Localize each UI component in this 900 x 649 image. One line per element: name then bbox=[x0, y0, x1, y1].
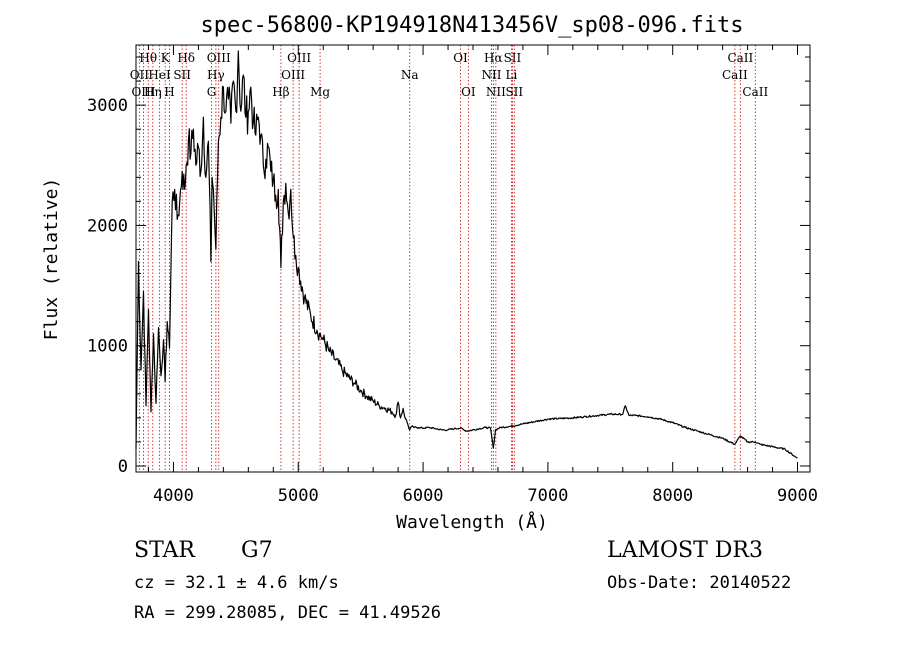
object-class: STAR bbox=[134, 538, 195, 563]
x-tick-label: 7000 bbox=[527, 486, 568, 506]
line-label-27: CaII bbox=[742, 85, 768, 99]
line-label-7: H bbox=[164, 85, 174, 99]
observation-date: Obs-Date: 20140522 bbox=[607, 573, 792, 593]
line-label-14: Hβ bbox=[272, 85, 289, 99]
line-label-3: K bbox=[161, 51, 171, 65]
coordinates: RA = 299.28085, DEC = 41.49526 bbox=[134, 603, 442, 623]
spectrum-line bbox=[135, 50, 798, 459]
line-label-5: Hη bbox=[144, 85, 162, 99]
line-label-12: OIII bbox=[287, 51, 311, 65]
line-label-26: CaII bbox=[722, 68, 748, 82]
line-label-18: OI bbox=[461, 85, 476, 99]
line-label-0: Hθ bbox=[139, 51, 157, 65]
y-tick-label: 2000 bbox=[87, 216, 128, 236]
x-tick-label: 6000 bbox=[403, 486, 444, 506]
y-axis: 0 1000 2000 3000 bbox=[87, 56, 810, 477]
x-tick-label: 4000 bbox=[153, 486, 194, 506]
x-axis-label: Wavelength (Å) bbox=[396, 511, 548, 533]
y-tick-label: 0 bbox=[118, 457, 128, 477]
line-label-9: OIII bbox=[207, 51, 231, 65]
x-tick-label: 8000 bbox=[652, 486, 693, 506]
line-label-8: Hδ bbox=[177, 51, 195, 65]
y-axis-label: Flux (relative) bbox=[41, 178, 62, 341]
line-label-19: Hα bbox=[484, 51, 503, 65]
x-tick-label: 9000 bbox=[777, 486, 818, 506]
line-label-20: SII bbox=[504, 51, 522, 65]
line-label-17: OI bbox=[453, 51, 468, 65]
redshift-velocity: cz = 32.1 ± 4.6 km/s bbox=[134, 573, 339, 593]
y-tick-label: 1000 bbox=[87, 337, 128, 357]
line-label-23: NII bbox=[486, 85, 506, 99]
object-subclass: G7 bbox=[241, 538, 273, 563]
x-axis: 4000 5000 6000 7000 8000 9000 bbox=[147, 45, 818, 506]
line-label-15: Mg bbox=[310, 85, 330, 99]
line-label-6: SII bbox=[173, 68, 191, 82]
spectral-line-markers bbox=[138, 45, 756, 472]
line-label-21: NII bbox=[481, 68, 501, 82]
line-label-13: OIII bbox=[281, 68, 305, 82]
line-label-4: HeI bbox=[148, 68, 171, 82]
survey-name: LAMOST DR3 bbox=[607, 538, 763, 563]
y-tick-label: 3000 bbox=[87, 96, 128, 116]
line-label-25: CaII bbox=[727, 51, 753, 65]
line-label-11: G bbox=[207, 85, 217, 99]
chart-title: spec-56800-KP194918N413456V_sp08-096.fit… bbox=[200, 13, 743, 38]
line-label-24: SII bbox=[505, 85, 523, 99]
spectral-line-labels: Hθ OII OIII K HeI Hη SII H Hδ OIII Hγ G OIII OIII Hβ Mg… bbox=[130, 51, 769, 99]
line-label-2: OIII bbox=[131, 85, 155, 99]
line-label-16: Na bbox=[401, 68, 419, 82]
line-label-22: Li bbox=[506, 68, 518, 82]
x-tick-label: 5000 bbox=[278, 486, 319, 506]
line-label-10: Hγ bbox=[207, 68, 225, 82]
spectrum-chart: spec-56800-KP194918N413456V_sp08-096.fit… bbox=[41, 13, 818, 533]
line-label-1: OII bbox=[130, 68, 150, 82]
